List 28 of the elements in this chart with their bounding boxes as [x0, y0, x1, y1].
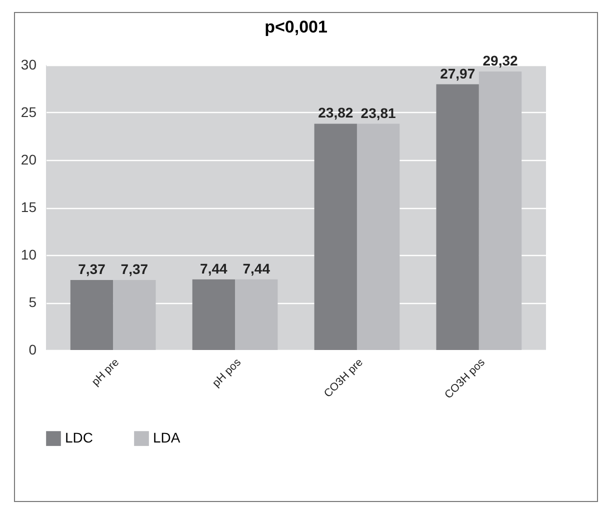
data-label: 7,44 [200, 260, 228, 276]
legend-label: LDC [65, 430, 94, 446]
data-label: 23,81 [360, 104, 396, 121]
x-tick-label: pH pos [210, 356, 244, 390]
x-tick-label: pH pre [90, 356, 122, 388]
y-tick-label: 25 [20, 104, 37, 120]
data-label: 29,32 [482, 52, 518, 68]
y-tick-label: 15 [20, 199, 37, 215]
y-tick-label: 30 [20, 56, 37, 72]
data-label: 7,44 [242, 260, 270, 276]
bar [356, 124, 400, 350]
bar [436, 84, 479, 350]
legend-label: LDA [153, 430, 181, 446]
data-label: 27,97 [440, 65, 476, 82]
bar [235, 279, 278, 350]
data-label: 23,82 [318, 104, 354, 121]
y-tick-label: 5 [28, 294, 37, 310]
bar [113, 280, 156, 350]
chart-title: p<0,001 [264, 17, 328, 36]
bar [192, 279, 236, 350]
bar [314, 124, 357, 350]
y-tick-label: 0 [28, 342, 37, 358]
data-label: 7,37 [78, 260, 106, 277]
y-tick-label: 10 [20, 246, 37, 262]
y-tick-label: 20 [20, 152, 37, 168]
data-label: 7,37 [120, 260, 148, 277]
bar [70, 280, 114, 350]
bar [478, 71, 522, 350]
